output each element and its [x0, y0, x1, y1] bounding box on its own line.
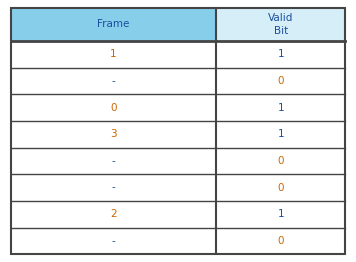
Bar [11, 121, 345, 148]
Text: -: - [112, 183, 115, 193]
Text: 1: 1 [278, 209, 284, 219]
Text: Frame: Frame [98, 19, 130, 30]
Bar [11, 94, 345, 121]
Bar [11, 174, 345, 201]
Text: 3: 3 [110, 129, 117, 139]
Text: 0: 0 [278, 183, 284, 193]
Text: -: - [112, 236, 115, 246]
Bar [11, 201, 345, 227]
Text: 2: 2 [110, 209, 117, 219]
Bar [216, 8, 345, 41]
Bar [11, 148, 345, 174]
Text: 1: 1 [110, 50, 117, 59]
Text: 1: 1 [278, 50, 284, 59]
Bar [11, 8, 216, 41]
Text: -: - [112, 156, 115, 166]
Text: 0: 0 [278, 236, 284, 246]
Text: 1: 1 [278, 103, 284, 113]
Bar [11, 68, 345, 94]
Bar [11, 227, 345, 254]
Text: -: - [112, 76, 115, 86]
Bar [11, 41, 345, 68]
Text: 0: 0 [110, 103, 117, 113]
Text: 0: 0 [278, 76, 284, 86]
Text: Valid
Bit: Valid Bit [268, 13, 294, 36]
Text: 1: 1 [278, 129, 284, 139]
Text: 0: 0 [278, 156, 284, 166]
